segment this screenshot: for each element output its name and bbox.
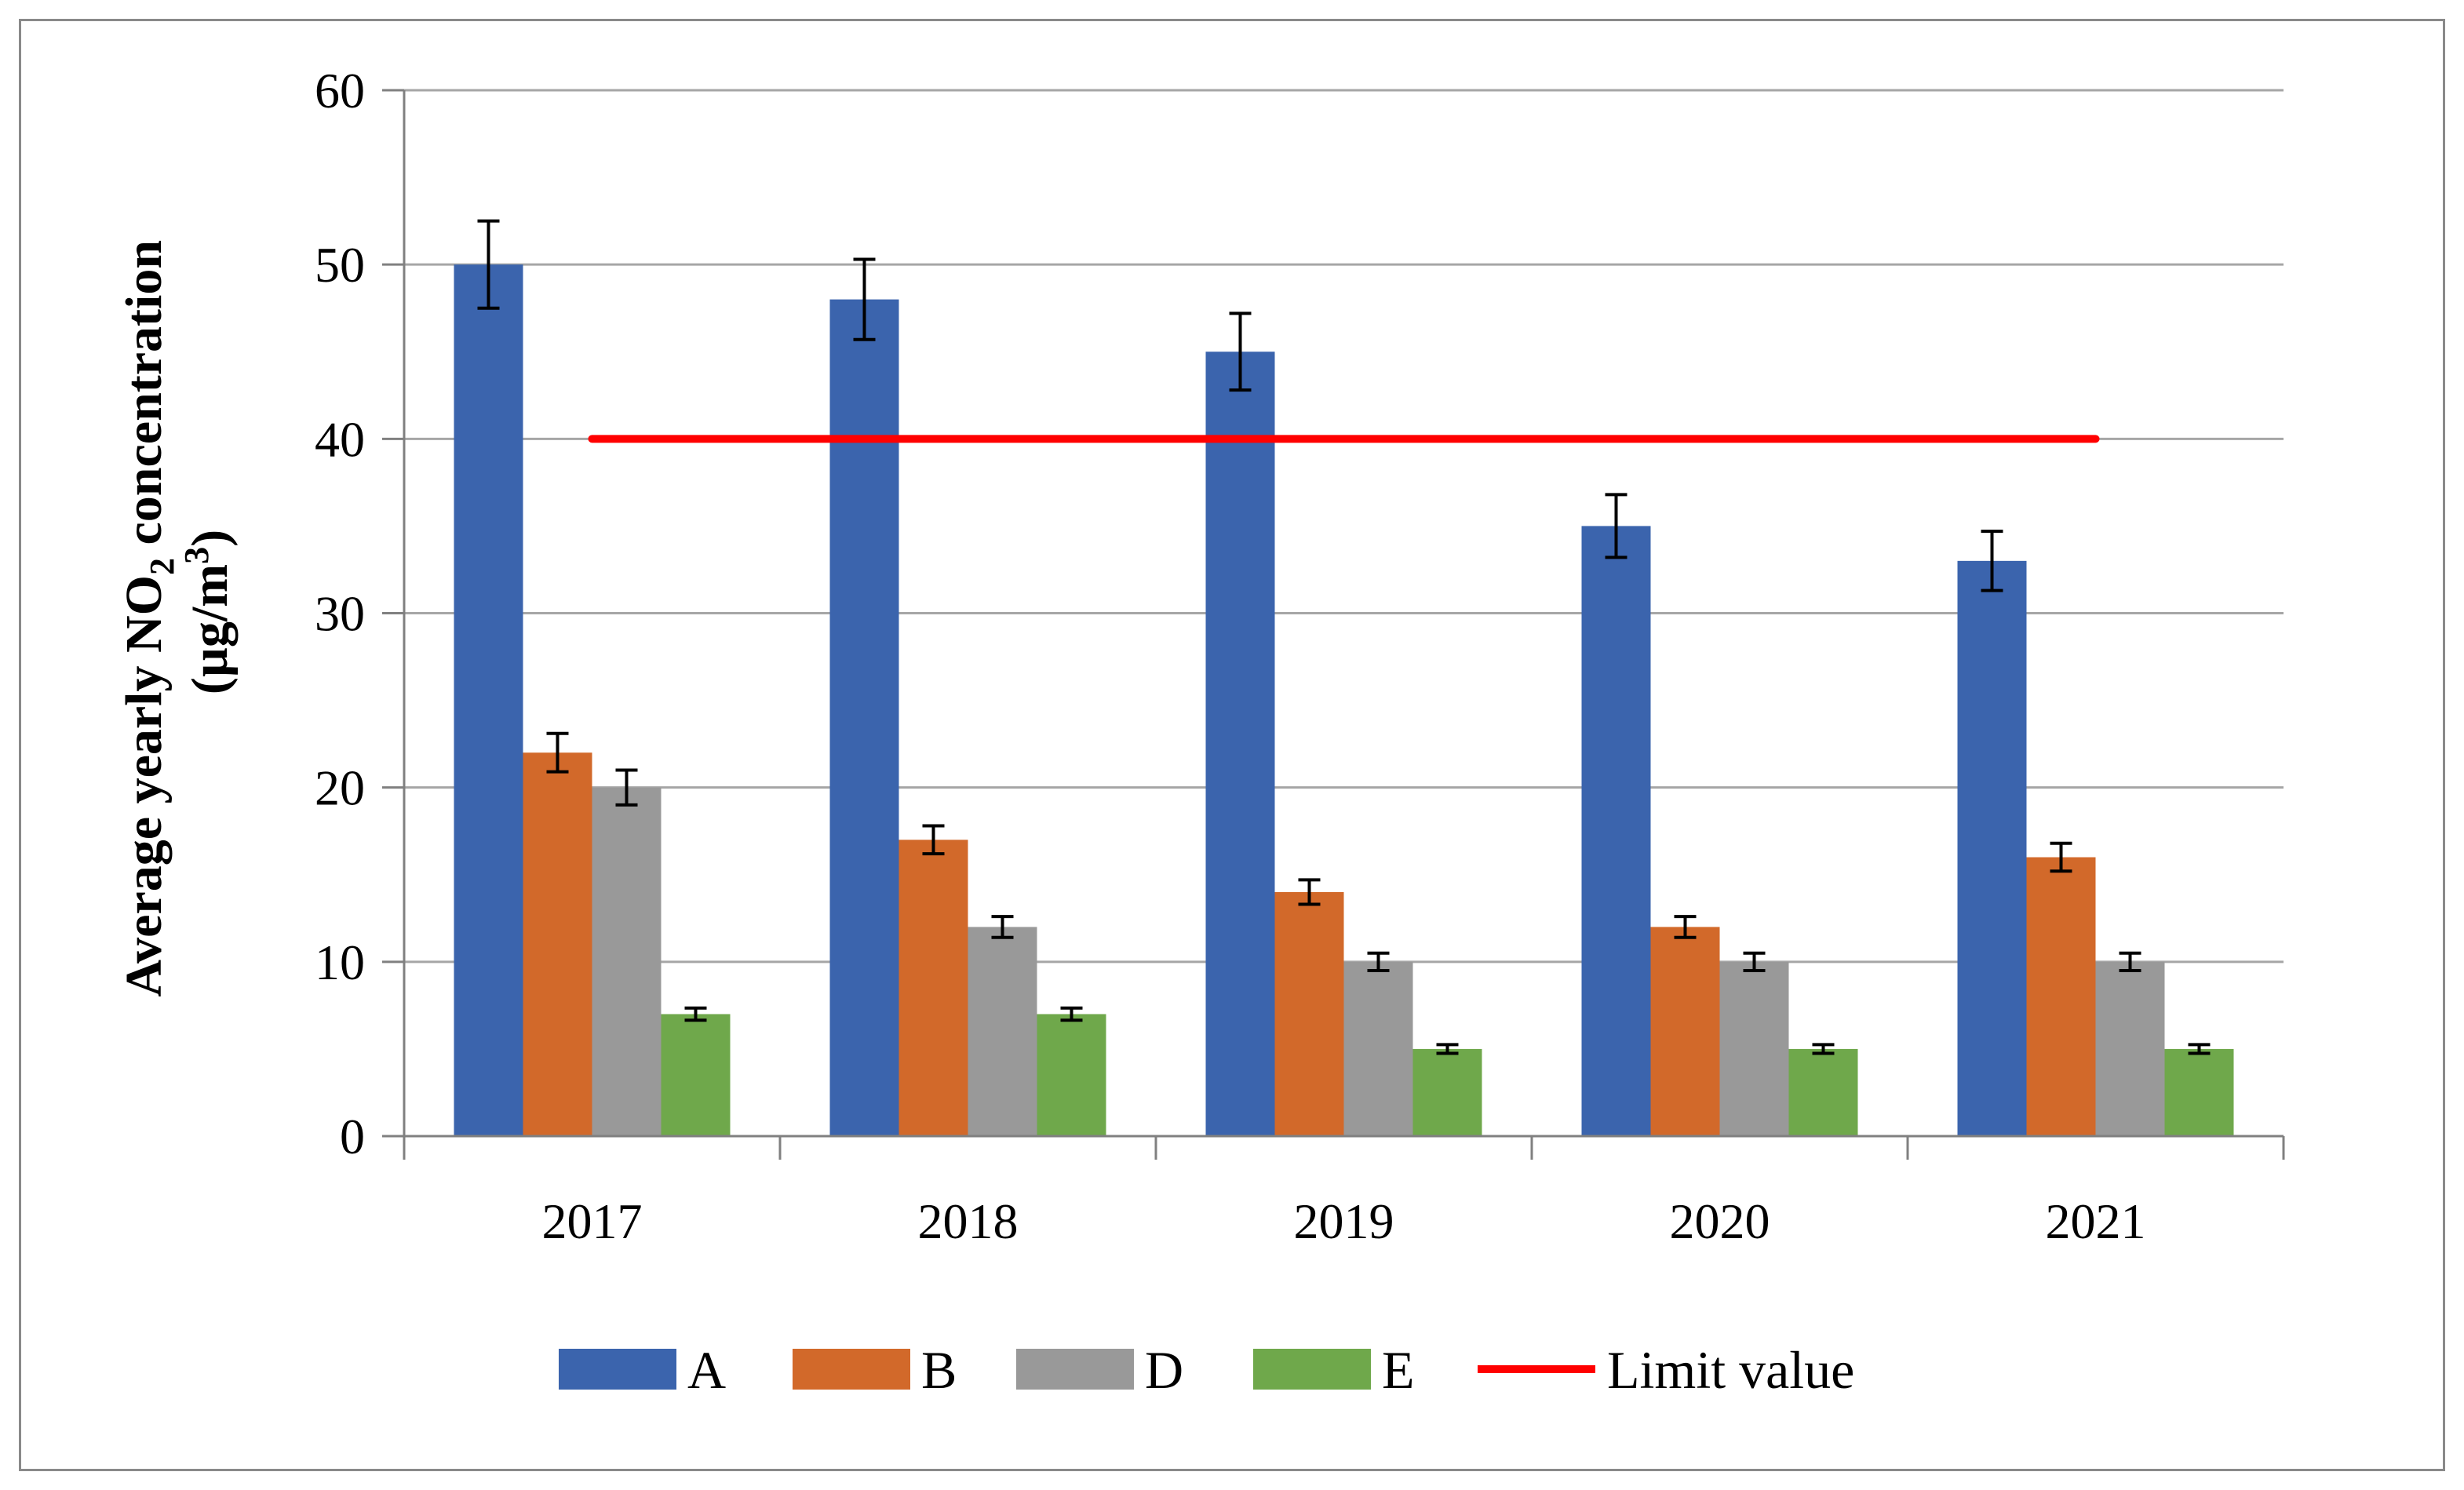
bar-A-2020 — [1581, 526, 1651, 1136]
legend-swatch-B — [793, 1349, 910, 1390]
bar-B-2019 — [1274, 891, 1344, 1136]
bar-A-2021 — [1957, 560, 2027, 1136]
legend-label-D: D — [1145, 1340, 1183, 1400]
y-axis-title-prefix: Average yearly NO — [115, 575, 173, 997]
y-axis-title-suffix: concentration — [115, 240, 173, 558]
error-bar-A-2021 — [1981, 530, 2003, 592]
y-axis-unit-superscript: 3 — [177, 547, 216, 564]
error-bar-A-2020 — [1605, 493, 1627, 559]
error-bar-B-2020 — [1674, 915, 1697, 939]
error-bar-B-2021 — [2050, 841, 2072, 873]
bar-B-2017 — [523, 752, 592, 1136]
error-bar-E-2017 — [684, 1006, 707, 1022]
y-tick-label: 10 — [315, 934, 365, 990]
bar-B-2020 — [1650, 927, 1720, 1136]
bar-B-2018 — [898, 840, 968, 1136]
error-bars — [477, 219, 2211, 1055]
error-bar-D-2021 — [2119, 951, 2141, 972]
x-tick-label: 2019 — [1294, 1193, 1394, 1249]
bar-D-2018 — [968, 927, 1037, 1136]
y-axis-title-line2: (µg/m3) — [177, 530, 239, 694]
bar-E-2019 — [1412, 1048, 1482, 1136]
legend-swatch-E — [1253, 1349, 1371, 1390]
bar-E-2020 — [1788, 1048, 1858, 1136]
y-axis-title: Average yearly NO2 concentration (µg/m3) — [115, 227, 239, 996]
error-bar-D-2017 — [615, 768, 638, 807]
legend-label-B: B — [921, 1340, 957, 1400]
bar-A-2019 — [1205, 352, 1275, 1136]
x-tick-labels: 2017 2018 2019 2020 2021 — [542, 1193, 2146, 1249]
error-bar-A-2018 — [853, 257, 876, 341]
error-bar-B-2018 — [922, 824, 945, 856]
y-tick-label: 40 — [315, 411, 365, 467]
y-tick-label: 20 — [315, 760, 365, 816]
error-bar-D-2018 — [991, 915, 1014, 939]
legend-label-limit-value: Limit value — [1607, 1340, 1854, 1400]
bar-E-2021 — [2164, 1048, 2234, 1136]
y-axis-title-line1: Average yearly NO2 concentration — [115, 240, 181, 997]
error-bar-A-2017 — [477, 219, 500, 310]
y-tick-label: 30 — [315, 586, 365, 642]
bar-D-2021 — [2095, 961, 2165, 1136]
x-tick-label: 2020 — [1670, 1193, 1770, 1249]
x-tick-label: 2017 — [542, 1193, 643, 1249]
error-bar-E-2018 — [1060, 1006, 1083, 1022]
axes — [382, 89, 2285, 1160]
error-bar-B-2017 — [546, 731, 569, 774]
legend: A B D E Limit value — [559, 1340, 1854, 1400]
error-bar-D-2019 — [1367, 951, 1390, 972]
bars — [454, 264, 2234, 1137]
y-tick-label: 60 — [315, 63, 365, 118]
bar-E-2018 — [1037, 1014, 1106, 1136]
bar-D-2019 — [1343, 961, 1413, 1136]
y-axis-title-subscript: 2 — [143, 558, 181, 575]
x-tick-label: 2021 — [2046, 1193, 2146, 1249]
error-bar-E-2020 — [1812, 1043, 1835, 1055]
legend-swatch-A — [559, 1349, 676, 1390]
legend-label-A: A — [687, 1340, 726, 1400]
y-axis-unit-suffix: ) — [181, 530, 239, 547]
y-tick-labels: 0 10 20 30 40 50 60 — [315, 63, 365, 1164]
y-tick-label: 0 — [340, 1109, 365, 1164]
bar-D-2020 — [1719, 961, 1789, 1136]
bar-A-2017 — [454, 264, 523, 1137]
error-bar-B-2019 — [1298, 878, 1321, 906]
bar-A-2018 — [829, 299, 899, 1137]
error-bar-E-2021 — [2188, 1043, 2211, 1055]
y-axis-unit-prefix: (µg/m — [181, 564, 239, 694]
bar-B-2021 — [2026, 857, 2096, 1136]
x-tick-label: 2018 — [918, 1193, 1019, 1249]
error-bar-D-2020 — [1743, 951, 1766, 972]
error-bar-A-2019 — [1229, 311, 1252, 392]
legend-swatch-D — [1016, 1349, 1134, 1390]
bar-D-2017 — [592, 787, 662, 1136]
bar-E-2017 — [661, 1014, 731, 1136]
y-tick-label: 50 — [315, 237, 365, 293]
error-bar-E-2019 — [1436, 1043, 1459, 1055]
legend-label-E: E — [1382, 1340, 1415, 1400]
